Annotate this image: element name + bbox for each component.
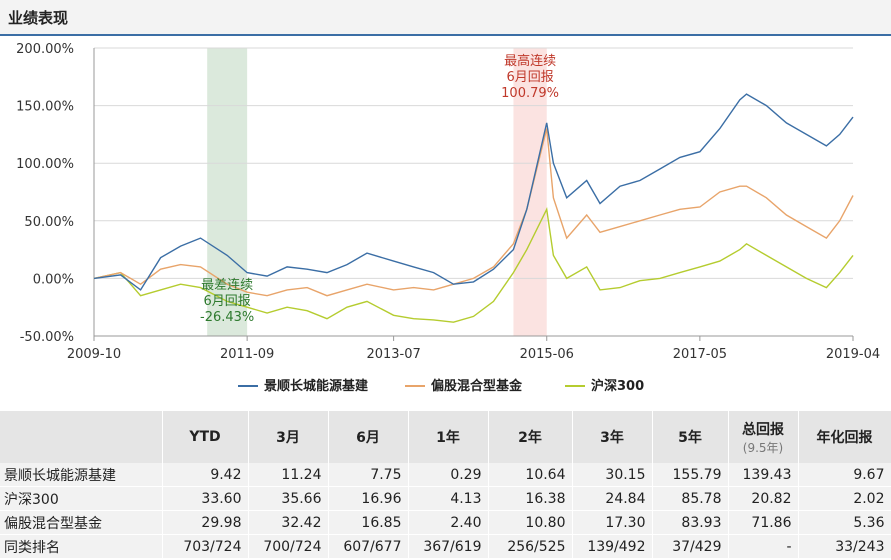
- table-cell: 139.43: [728, 463, 799, 487]
- table-cell: 0.29: [408, 463, 489, 487]
- y-tick-label: -50.00%: [20, 330, 74, 345]
- header-cell: [0, 411, 163, 463]
- x-tick-label: 2009-10: [67, 347, 121, 362]
- series-line: [93, 93, 854, 291]
- table-cell: 24.84: [572, 486, 653, 511]
- table-cell: 71.86: [728, 510, 799, 535]
- y-tick-label: 0.00%: [33, 272, 74, 287]
- header-cell: YTD: [162, 411, 249, 463]
- table-cell: 2.40: [408, 510, 489, 535]
- table-cell: 30.15: [572, 463, 653, 487]
- header-total-label: 总回报: [742, 421, 784, 438]
- table-cell: 700/724: [248, 534, 329, 559]
- table-cell: 7.75: [328, 463, 409, 487]
- section-title: 业绩表现: [8, 9, 69, 27]
- table-cell: 5.36: [798, 510, 891, 535]
- shaded-period: [207, 48, 248, 336]
- x-tick-label: 2015-06: [520, 347, 574, 362]
- y-tick-label: 50.00%: [24, 215, 74, 230]
- table-cell: 16.96: [328, 486, 409, 511]
- shaded-period-label: 6月回报: [204, 294, 251, 309]
- table-cell: 2.02: [798, 486, 891, 511]
- table-row: 沪深300 33.60 35.66 16.96 4.13 16.38 24.84 85.78 2…: [0, 486, 891, 511]
- x-tick-label: 2019-04: [826, 347, 880, 362]
- row-label: 同类排名: [0, 534, 163, 559]
- table-header-row: YTD 3月 6月 1年 2年 3年 5年 总回报 (9.5年) 年化回报: [0, 411, 891, 463]
- x-tick-label: 2011-09: [220, 347, 274, 362]
- series-line: [93, 128, 854, 297]
- table-cell: 37/429: [652, 534, 729, 559]
- table-cell: 20.82: [728, 486, 799, 511]
- table-cell: 367/619: [408, 534, 489, 559]
- header-cell: 年化回报: [798, 411, 891, 463]
- table-row: 同类排名 703/724 700/724 607/677 367/619 256/525 1…: [0, 534, 891, 559]
- header-cell: 3年: [572, 411, 653, 463]
- x-tick-label: 2013-07: [366, 347, 420, 362]
- table-cell: 17.30: [572, 510, 653, 535]
- header-cell: 1年: [408, 411, 489, 463]
- table-cell: 29.98: [162, 510, 249, 535]
- table-cell: 256/525: [488, 534, 573, 559]
- series-line: [93, 206, 854, 323]
- table-cell: 85.78: [652, 486, 729, 511]
- legend-label: 沪深300: [591, 378, 644, 394]
- y-tick-label: 150.00%: [16, 100, 74, 115]
- row-label: 沪深300: [0, 486, 163, 511]
- row-label: 偏股混合型基金: [0, 510, 163, 535]
- header-cell: 6月: [328, 411, 409, 463]
- section-header: 业绩表现: [0, 0, 891, 36]
- table-cell: -: [728, 534, 799, 559]
- x-tick-label: 2017-05: [673, 347, 727, 362]
- table-cell: 83.93: [652, 510, 729, 535]
- shaded-period-label: -26.43%: [200, 310, 254, 325]
- performance-table: YTD 3月 6月 1年 2年 3年 5年 总回报 (9.5年) 年化回报 景顺…: [0, 411, 891, 559]
- header-total-sub: (9.5年): [742, 440, 784, 455]
- table-cell: 10.80: [488, 510, 573, 535]
- performance-chart: 200.00% 150.00% 100.00% 50.00% 0.00% -50.00% 2…: [16, 42, 880, 394]
- row-label: 景顺长城能源基建: [0, 463, 163, 487]
- table-cell: 33/243: [798, 534, 891, 559]
- header-cell: 5年: [652, 411, 729, 463]
- table-cell: 139/492: [572, 534, 653, 559]
- table-row: 偏股混合型基金 29.98 32.42 16.85 2.40 10.80 17.30 83.9…: [0, 510, 891, 535]
- header-cell-total: 总回报 (9.5年): [728, 411, 799, 463]
- shaded-period-label: 最高连续: [504, 53, 556, 69]
- header-cell: 3月: [248, 411, 329, 463]
- table-row: 景顺长城能源基建 9.42 11.24 7.75 0.29 10.64 30.15 155.7…: [0, 463, 891, 487]
- table-cell: 16.85: [328, 510, 409, 535]
- table-cell: 33.60: [162, 486, 249, 511]
- shaded-period-label: 100.79%: [501, 86, 559, 101]
- table-cell: 4.13: [408, 486, 489, 511]
- table-cell: 9.42: [162, 463, 249, 487]
- y-tick-label: 100.00%: [16, 157, 74, 172]
- y-tick-label: 200.00%: [16, 42, 74, 57]
- table-cell: 703/724: [162, 534, 249, 559]
- table-cell: 35.66: [248, 486, 329, 511]
- table-cell: 155.79: [652, 463, 729, 487]
- table-cell: 16.38: [488, 486, 573, 511]
- table-cell: 607/677: [328, 534, 409, 559]
- header-cell: 2年: [488, 411, 573, 463]
- shaded-period-label: 最差连续: [201, 277, 253, 293]
- table-cell: 10.64: [488, 463, 573, 487]
- shaded-period-label: 6月回报: [506, 70, 553, 85]
- table-cell: 9.67: [798, 463, 891, 487]
- table-cell: 11.24: [248, 463, 329, 487]
- table-cell: 32.42: [248, 510, 329, 535]
- legend-label: 景顺长城能源基建: [264, 378, 368, 394]
- legend-label: 偏股混合型基金: [431, 378, 523, 394]
